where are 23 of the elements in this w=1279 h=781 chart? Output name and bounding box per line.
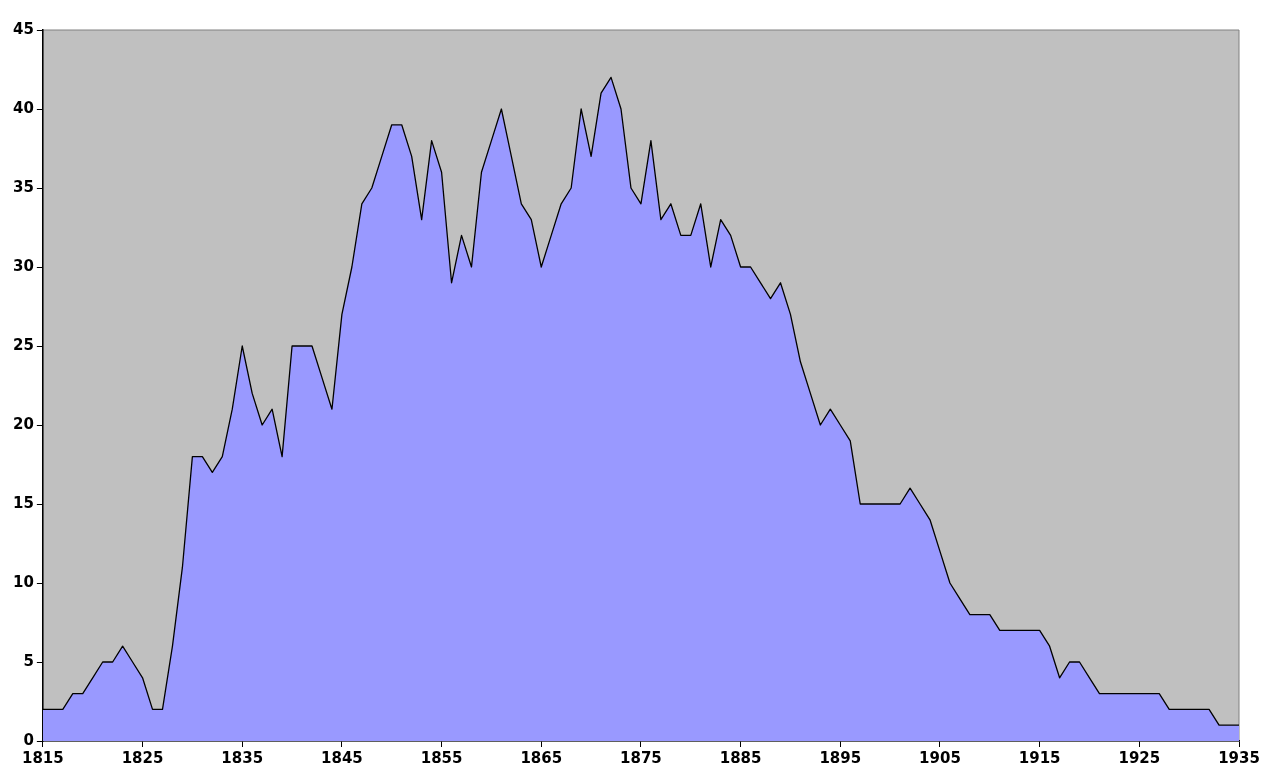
y-tick-label: 40	[13, 98, 34, 117]
y-tick-label: 45	[13, 19, 34, 38]
y-tick-label: 35	[13, 177, 34, 196]
y-tick-label: 5	[23, 651, 34, 670]
x-tick-label: 1915	[1018, 748, 1061, 767]
x-tick-label: 1835	[221, 748, 264, 767]
x-tick-label: 1935	[1218, 748, 1260, 767]
y-tick-label: 10	[13, 572, 34, 591]
x-tick-label: 1815	[22, 748, 64, 767]
y-tick-label: 25	[13, 335, 34, 354]
x-tick-label: 1865	[520, 748, 563, 767]
x-tick-label: 1825	[121, 748, 164, 767]
y-tick-label: 0	[23, 730, 34, 749]
x-tick-label: 1905	[919, 748, 961, 767]
x-tick-label: 1845	[321, 748, 363, 767]
x-tick-label: 1855	[420, 748, 463, 767]
x-tick-label: 1875	[620, 748, 662, 767]
x-tick-label: 1925	[1118, 748, 1161, 767]
x-tick-label: 1895	[819, 748, 862, 767]
y-tick-label: 20	[13, 414, 34, 433]
y-tick-label: 30	[13, 256, 34, 275]
x-tick-label: 1885	[719, 748, 762, 767]
y-tick-label: 15	[13, 493, 34, 512]
